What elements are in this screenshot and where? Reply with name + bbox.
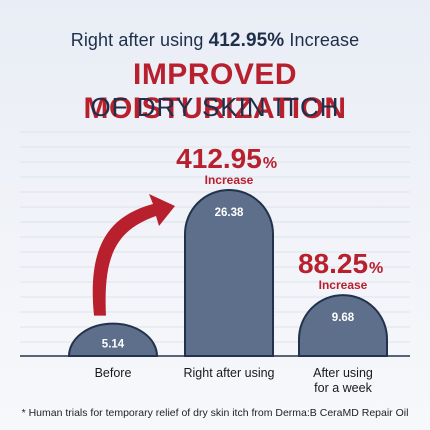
footnote: * Human trials for temporary relief of d… <box>21 407 409 419</box>
header-prefix: Right after using <box>70 30 209 50</box>
bar <box>184 189 274 357</box>
x-tick-label: for a week <box>314 381 372 395</box>
header-highlight: 412.95% <box>208 30 285 51</box>
increase-percent: 88.25 <box>298 248 368 279</box>
increase-percent: 412.95 <box>176 143 262 174</box>
increase-label: Increase <box>319 278 368 292</box>
increase-label: Increase <box>205 173 254 187</box>
chart-title: IMPROVED MOISTURIZATION <box>83 58 347 125</box>
percent-sign: % <box>263 155 277 172</box>
bar <box>67 322 159 357</box>
header-suffix: Increase <box>284 30 360 50</box>
x-tick-label: Before <box>95 366 132 380</box>
chart-subtitle: OF DRY SKIN ITCH <box>90 92 340 122</box>
data-label: 5.14 <box>102 339 125 351</box>
increase-arrow <box>92 194 175 316</box>
header-line: Right after using 412.95% Increase <box>0 30 430 52</box>
x-tick-label: Right after using <box>183 366 274 380</box>
data-label: 26.38 <box>215 207 244 219</box>
percent-sign: % <box>369 260 383 277</box>
x-tick-label: After using <box>313 366 373 380</box>
data-label: 9.68 <box>332 312 355 324</box>
bar <box>298 294 388 357</box>
